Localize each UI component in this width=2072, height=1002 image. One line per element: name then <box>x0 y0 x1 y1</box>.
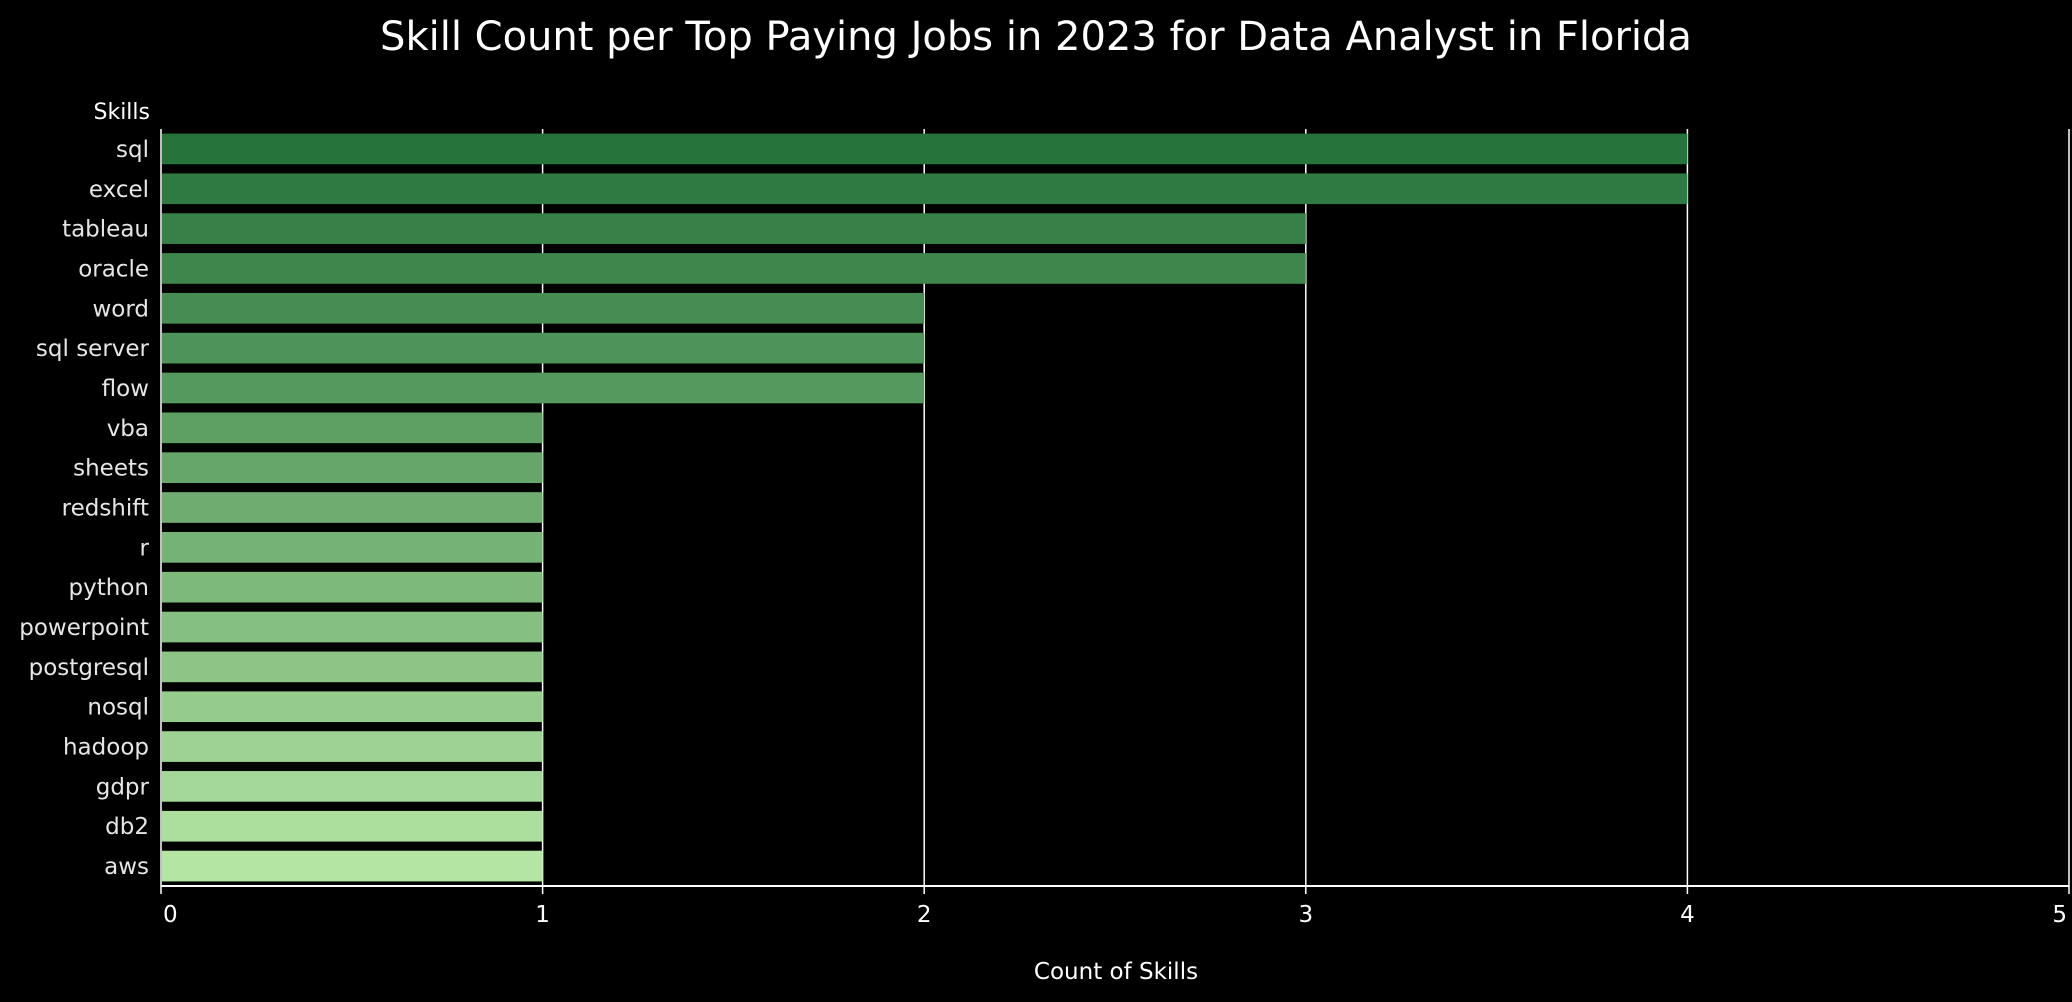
bar-python[interactable] <box>162 571 543 603</box>
bar-oracle[interactable] <box>162 253 1306 284</box>
bar-redshift[interactable] <box>162 492 543 523</box>
category-label: db2 <box>105 814 149 840</box>
bar-postgresql[interactable] <box>162 651 543 683</box>
y-axis-label: Skills <box>93 100 150 125</box>
category-label: python <box>69 575 149 601</box>
axes: 0 1 2 3 4 5 sql excel tableau oracle word sql serve… <box>19 129 2070 928</box>
bar-flow[interactable] <box>162 372 925 404</box>
category-label: nosql <box>87 695 149 721</box>
category-label: aws <box>104 854 149 880</box>
bar-hadoop[interactable] <box>162 731 543 762</box>
category-label: flow <box>102 376 149 402</box>
category-label: redshift <box>62 496 149 522</box>
category-label: r <box>140 535 150 561</box>
category-label: vba <box>107 416 149 442</box>
x-tick-label: 2 <box>917 902 932 928</box>
category-label: word <box>92 296 149 322</box>
category-label: sql <box>116 137 149 163</box>
chart-title: Skill Count per Top Paying Jobs in 2023 … <box>380 14 1692 60</box>
x-tick-label: 0 <box>163 902 178 928</box>
bar-word[interactable] <box>162 292 925 324</box>
bars <box>162 133 1688 882</box>
category-label: powerpoint <box>19 615 149 641</box>
category-label: sql server <box>36 336 150 362</box>
category-label: gdpr <box>96 774 150 800</box>
category-label: sheets <box>73 456 149 482</box>
bar-aws[interactable] <box>162 850 543 882</box>
category-label: postgresql <box>29 655 149 681</box>
bar-gdpr[interactable] <box>162 771 543 802</box>
category-label: excel <box>89 177 149 203</box>
x-tick-label: 5 <box>2052 902 2067 928</box>
bar-nosql[interactable] <box>162 691 543 723</box>
category-label: tableau <box>62 217 149 243</box>
category-label: hadoop <box>63 735 149 761</box>
bar-r[interactable] <box>162 532 543 563</box>
x-tick-label: 3 <box>1298 902 1313 928</box>
bar-sql[interactable] <box>162 133 1688 165</box>
x-tick-label: 1 <box>535 902 550 928</box>
category-label: oracle <box>78 256 149 282</box>
x-tick-label: 4 <box>1680 902 1695 928</box>
x-axis-label: Count of Skills <box>1034 959 1198 985</box>
bar-sheets[interactable] <box>162 452 543 483</box>
bar-sql-server[interactable] <box>162 332 925 364</box>
bar-powerpoint[interactable] <box>162 611 543 643</box>
bar-vba[interactable] <box>162 412 543 444</box>
bar-excel[interactable] <box>162 173 1688 205</box>
bar-db2[interactable] <box>162 810 543 842</box>
bar-tableau[interactable] <box>162 213 1306 244</box>
